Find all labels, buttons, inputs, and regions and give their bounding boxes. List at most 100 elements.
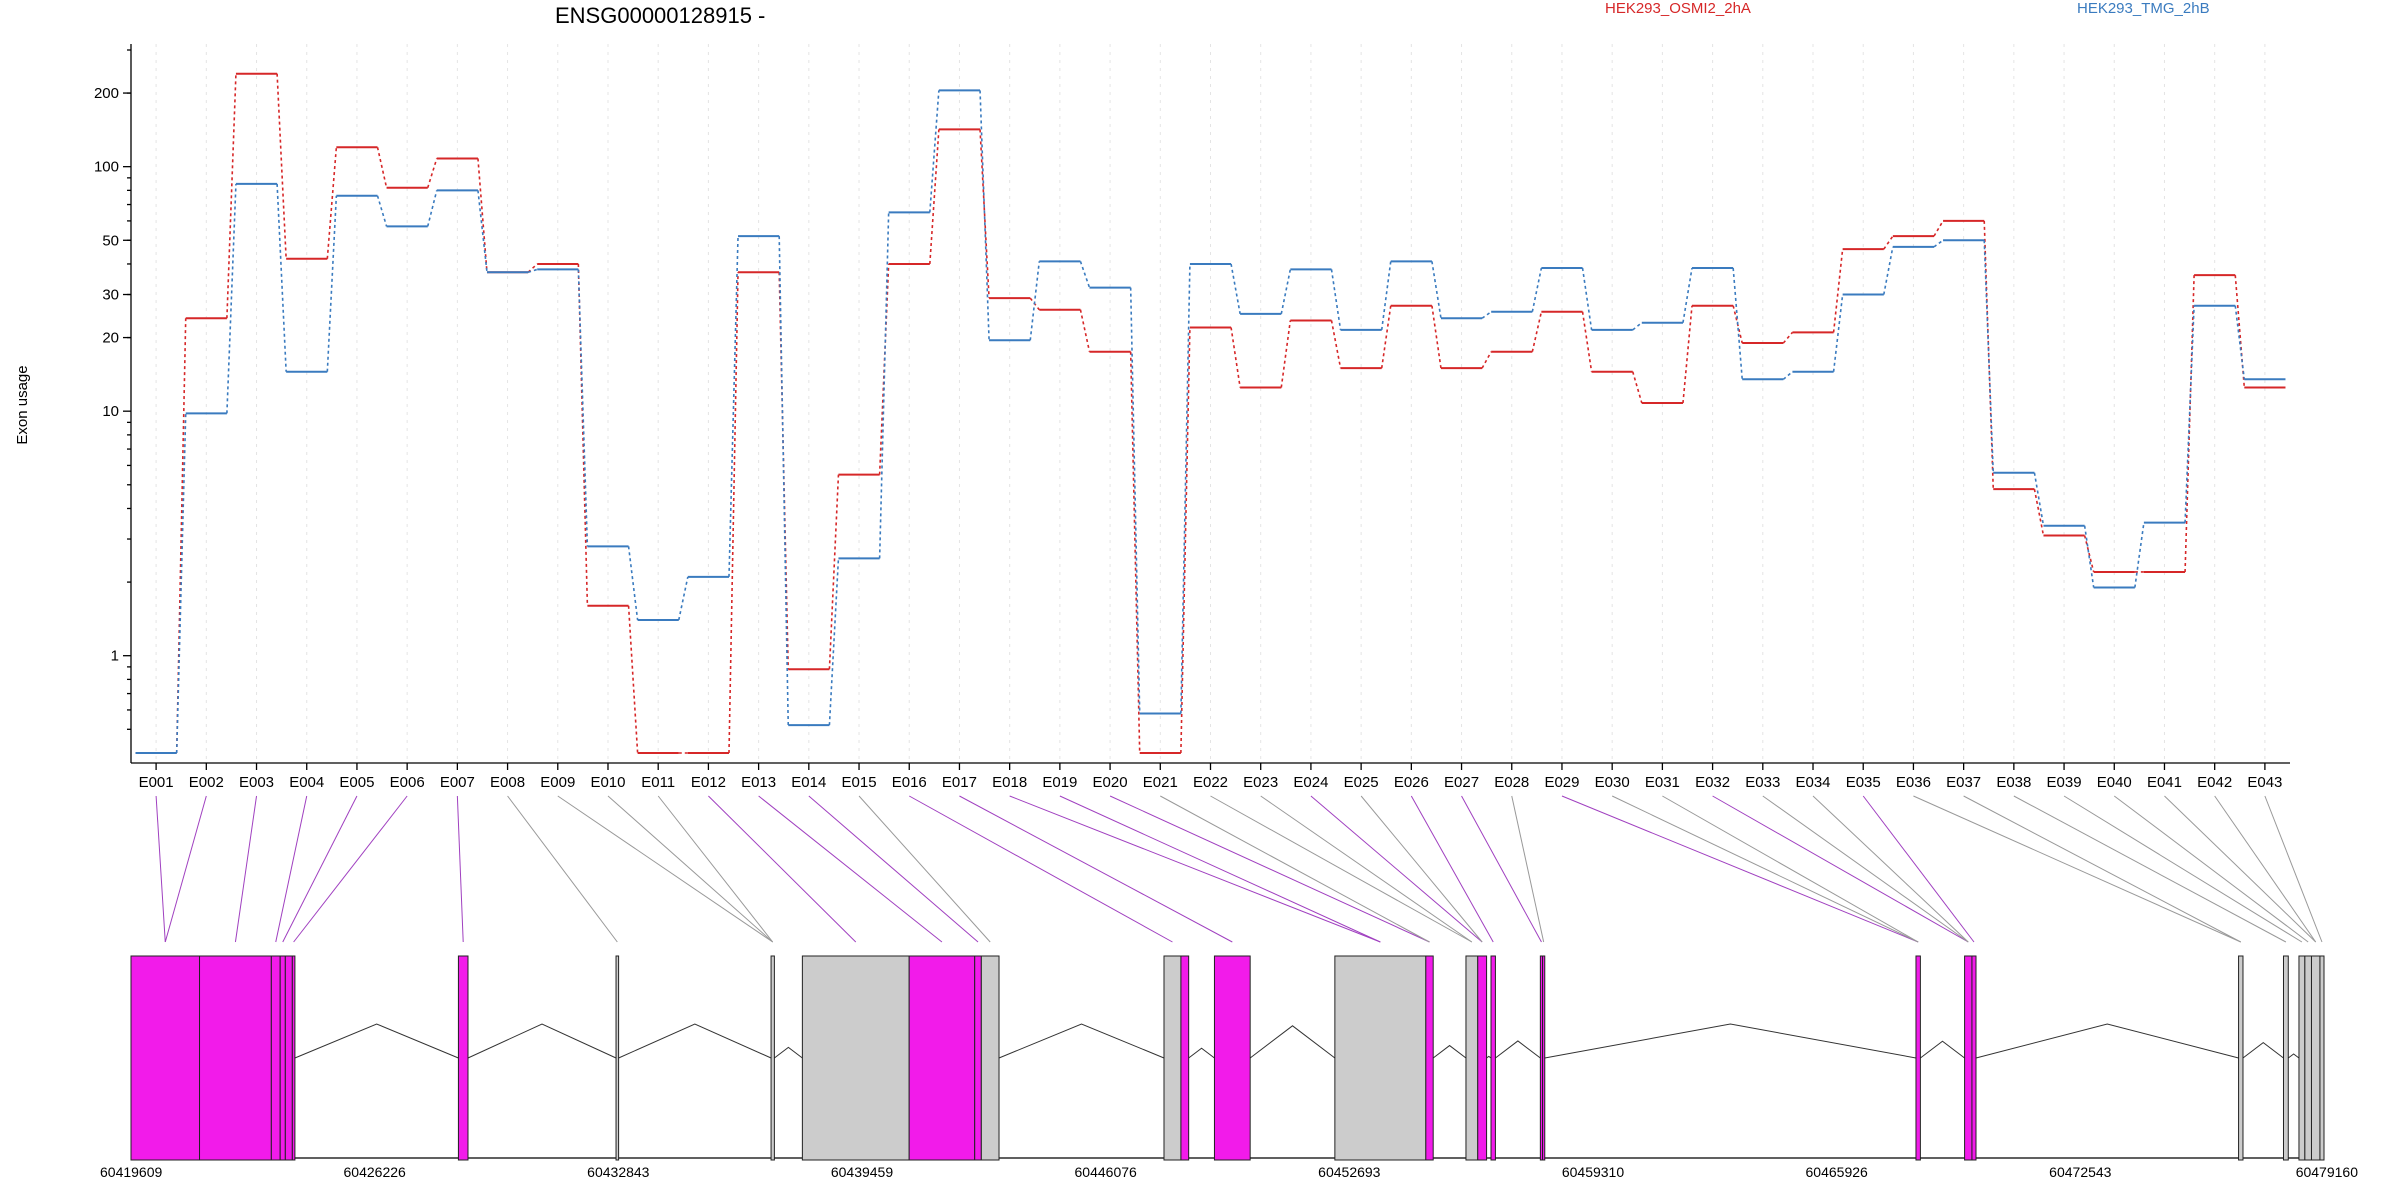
x-tick-label-E022: E022 [1193, 774, 1228, 791]
series-0-connector [828, 474, 840, 670]
x-tick-label-E015: E015 [842, 774, 877, 791]
intron-16 [1249, 1025, 1336, 1059]
link-E026 [1410, 795, 1494, 943]
link-E037 [1963, 795, 2242, 943]
x-tick-label-E037: E037 [1946, 774, 1981, 791]
series-1-connector [1581, 267, 1593, 331]
series-1-connector [1129, 287, 1141, 714]
link-E042 [2214, 795, 2317, 943]
series-0-connector [1079, 309, 1091, 352]
x-tick-label-E024: E024 [1293, 774, 1328, 791]
coordinate-label-60459310: 60459310 [1562, 1164, 1625, 1180]
exon-block-29 [2298, 955, 2306, 1161]
link-E019 [1059, 795, 1381, 943]
link-E039 [2063, 795, 2303, 943]
link-E035 [1862, 795, 1975, 943]
series-0-connector [1129, 351, 1141, 754]
x-tick-label-E006: E006 [390, 774, 425, 791]
series-0-connector [527, 263, 538, 273]
series-1-connector [1682, 267, 1693, 323]
x-tick-label-E034: E034 [1795, 774, 1830, 791]
exon-block-24 [1915, 955, 1921, 1161]
coordinate-label-60426226: 60426226 [344, 1164, 407, 1180]
x-tick-label-E038: E038 [1996, 774, 2031, 791]
series-0-connector [577, 263, 589, 606]
intron-24 [1920, 1040, 1965, 1059]
series-0-connector [175, 318, 187, 754]
series-1-connector [1481, 311, 1492, 319]
exon-block-15 [1180, 955, 1190, 1161]
exon-block-18 [1425, 955, 1434, 1161]
series-0-connector [2083, 535, 2095, 573]
intron-21 [1495, 1040, 1541, 1059]
series-0-connector [1280, 320, 1292, 388]
series-1-connector [577, 269, 589, 547]
link-E033 [1762, 795, 1969, 943]
link-E041 [2164, 795, 2317, 943]
exon-block-32 [2319, 955, 2325, 1161]
series-1-connector [828, 558, 840, 726]
link-E028 [1511, 795, 1545, 943]
x-tick-label-E010: E010 [590, 774, 625, 791]
link-E006 [293, 795, 408, 943]
x-tick-label-E025: E025 [1344, 774, 1379, 791]
link-E043 [2264, 795, 2323, 943]
intron-20 [1486, 1055, 1492, 1059]
series-1-connector [1632, 322, 1643, 331]
legend-entry-osmi2: HEK293_OSMI2_2hA [1605, 0, 1751, 17]
link-E004 [275, 795, 308, 943]
x-tick-label-E009: E009 [540, 774, 575, 791]
x-tick-label-E011: E011 [641, 774, 675, 791]
series-1-connector [2083, 525, 2095, 588]
series-0-connector [1380, 305, 1392, 369]
link-E001 [155, 795, 166, 943]
coordinate-label-60446076: 60446076 [1075, 1164, 1138, 1180]
series-1-connector [276, 183, 287, 372]
exon-block-8 [615, 955, 620, 1161]
link-E015 [858, 795, 991, 943]
x-tick-label-E039: E039 [2047, 774, 2082, 791]
link-E025 [1360, 795, 1483, 943]
series-0-connector [979, 129, 990, 299]
exon-block-26 [1971, 955, 1977, 1161]
series-0-connector [627, 605, 639, 754]
x-tick-label-E017: E017 [942, 774, 977, 791]
intron-13 [998, 1023, 1165, 1059]
x-tick-label-E040: E040 [2097, 774, 2132, 791]
x-tick-label-E028: E028 [1494, 774, 1529, 791]
y-ticks: 1 10 20 30 50 100 200 [94, 49, 131, 730]
exon-block-7 [457, 955, 469, 1161]
link-E017 [959, 795, 1233, 943]
link-E040 [2113, 795, 2309, 943]
series-0-connector [1230, 327, 1241, 388]
series-1-connector [2184, 305, 2195, 523]
y-tick-label-1: 1 [111, 648, 119, 665]
series-1-connector [1230, 263, 1241, 315]
x-tick-label-E019: E019 [1042, 774, 1077, 791]
x-tick-label-E003: E003 [239, 774, 274, 791]
series-1-connector [527, 268, 538, 274]
x-tick-label-E014: E014 [791, 774, 826, 791]
x-tick-label-E041: E041 [2147, 774, 2182, 791]
x-tick-label-E001: E001 [139, 774, 174, 791]
exon-block-19 [1465, 955, 1479, 1161]
series-1-connector [2234, 305, 2246, 380]
series-0-connector [276, 73, 287, 259]
intron-15 [1188, 1047, 1215, 1059]
x-tick-label-E020: E020 [1093, 774, 1128, 791]
exon-block-11 [908, 955, 976, 1161]
link-E020 [1109, 795, 1430, 943]
exon-block-27 [2238, 955, 2244, 1161]
series-1-connector [728, 236, 739, 577]
series-0-connector [1883, 235, 1894, 250]
series-0-connector [1330, 320, 1342, 369]
chart-title: ENSG00000128915 - [555, 3, 765, 28]
coordinate-label-60419609: 60419609 [100, 1164, 163, 1180]
y-tick-label-50: 50 [102, 232, 119, 249]
intron-23 [1544, 1023, 1917, 1059]
link-E032 [1712, 795, 1969, 943]
series-1-connector [1180, 263, 1191, 714]
x-tick-label-E012: E012 [691, 774, 726, 791]
link-E021 [1160, 795, 1430, 943]
exon-block-23 [1542, 955, 1546, 1161]
